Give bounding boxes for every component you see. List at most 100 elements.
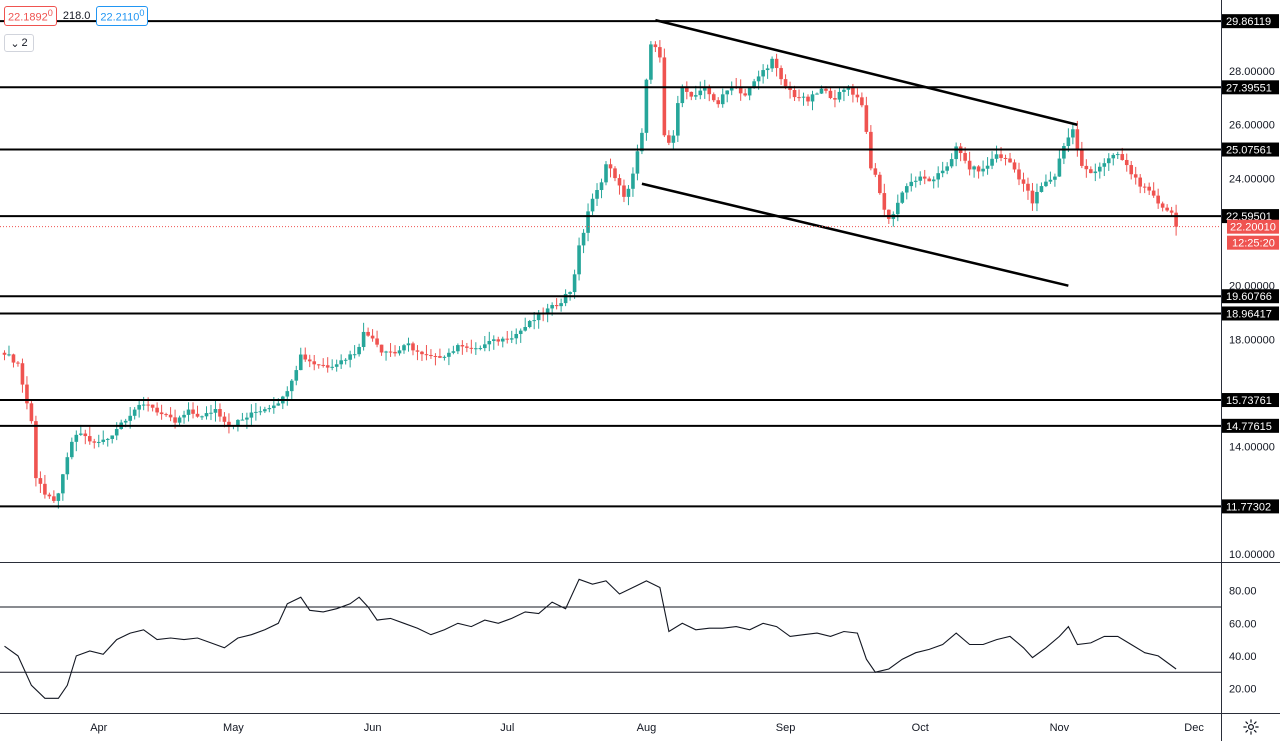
candle-up[interactable] [61, 474, 65, 494]
candle-up[interactable] [604, 164, 608, 183]
candle-down[interactable] [922, 176, 927, 179]
candle-down[interactable] [424, 354, 429, 356]
candle-up[interactable] [200, 416, 204, 418]
candle-down[interactable] [685, 87, 689, 92]
candle-down[interactable] [824, 88, 828, 91]
candle-up[interactable] [644, 79, 649, 133]
candle-down[interactable] [159, 412, 164, 415]
candle-down[interactable] [227, 421, 231, 427]
candle-up[interactable] [1062, 146, 1066, 159]
level-tag[interactable] [1222, 14, 1279, 29]
candle-up[interactable] [693, 95, 698, 97]
candle-down[interactable] [1169, 210, 1174, 213]
candle-down[interactable] [1151, 190, 1156, 196]
candle-up[interactable] [536, 313, 541, 321]
candle-up[interactable] [456, 345, 460, 352]
candle-up[interactable] [123, 420, 128, 423]
candle-up[interactable] [523, 327, 528, 331]
candle-up[interactable] [343, 359, 348, 361]
level-tag[interactable] [1222, 142, 1279, 157]
candle-up[interactable] [985, 165, 990, 169]
candle-up[interactable] [586, 211, 590, 233]
candle-down[interactable] [146, 404, 150, 406]
candle-up[interactable] [1053, 176, 1057, 180]
candle-down[interactable] [1026, 183, 1030, 191]
candle-up[interactable] [1115, 154, 1120, 156]
candle-down[interactable] [864, 105, 869, 132]
candle-up[interactable] [568, 292, 572, 294]
candle-up[interactable] [1039, 186, 1044, 192]
candle-down[interactable] [1021, 179, 1026, 184]
candle-down[interactable] [433, 356, 438, 358]
candle-up[interactable] [972, 166, 976, 170]
candle-up[interactable] [949, 159, 954, 167]
candle-up[interactable] [631, 173, 635, 189]
candle-up[interactable] [339, 360, 343, 365]
candle-up[interactable] [74, 434, 79, 442]
candle-down[interactable] [873, 168, 878, 175]
candle-down[interactable] [887, 209, 891, 219]
candle-down[interactable] [1147, 186, 1151, 191]
candle-up[interactable] [509, 338, 514, 340]
candle-up[interactable] [815, 93, 819, 95]
candle-down[interactable] [52, 496, 56, 501]
level-tag[interactable] [1222, 289, 1279, 304]
candle-up[interactable] [402, 345, 406, 351]
candle-up[interactable] [65, 457, 70, 475]
candle-up[interactable] [141, 404, 146, 406]
candle-up[interactable] [105, 438, 110, 440]
candle-up[interactable] [447, 352, 451, 357]
candle-down[interactable] [312, 361, 317, 365]
candle-down[interactable] [622, 185, 626, 197]
candle-down[interactable] [1003, 157, 1008, 159]
candle-down[interactable] [1030, 190, 1035, 204]
candle-up[interactable] [258, 411, 263, 413]
oscillator-pane[interactable] [0, 578, 1221, 699]
candle-up[interactable] [245, 417, 249, 420]
candle-up[interactable] [487, 340, 492, 345]
candle-down[interactable] [411, 343, 415, 351]
candle-up[interactable] [276, 403, 281, 406]
candle-down[interactable] [1133, 174, 1138, 178]
candle-up[interactable] [846, 87, 851, 90]
candle-up[interactable] [289, 380, 294, 392]
candle-up[interactable] [981, 168, 985, 172]
candle-up[interactable] [671, 135, 676, 143]
candle-down[interactable] [43, 483, 47, 495]
candle-up[interactable] [249, 412, 254, 418]
candle-up[interactable] [837, 91, 842, 100]
candle-down[interactable] [1017, 169, 1021, 180]
candle-up[interactable] [752, 81, 756, 88]
candle-down[interactable] [168, 414, 173, 418]
candle-up[interactable] [747, 87, 752, 96]
ask-price-box[interactable]: 22.21100 [96, 6, 149, 26]
candle-down[interactable] [496, 339, 501, 342]
candle-down[interactable] [379, 344, 384, 353]
candle-down[interactable] [1138, 177, 1142, 187]
candle-down[interactable] [173, 417, 177, 423]
candle-up[interactable] [940, 170, 945, 174]
candle-down[interactable] [976, 166, 981, 172]
candle-down[interactable] [689, 91, 694, 97]
candle-down[interactable] [554, 305, 559, 307]
candle-down[interactable] [415, 350, 420, 352]
candle-up[interactable] [994, 154, 999, 159]
level-tag[interactable] [1222, 306, 1279, 321]
candle-up[interactable] [702, 87, 707, 91]
candle-up[interactable] [545, 308, 550, 314]
candle-up[interactable] [361, 331, 366, 347]
candle-down[interactable] [155, 407, 159, 413]
trendline[interactable] [655, 18, 1078, 126]
candle-up[interactable] [765, 68, 770, 71]
candle-down[interactable] [303, 354, 308, 360]
candle-down[interactable] [828, 90, 833, 99]
candle-up[interactable] [842, 89, 846, 92]
candle-up[interactable] [384, 351, 388, 353]
candle-up[interactable] [1071, 129, 1075, 138]
candle-up[interactable] [500, 338, 505, 342]
level-tag[interactable] [1222, 80, 1279, 95]
candle-down[interactable] [150, 404, 155, 408]
candle-down[interactable] [833, 98, 837, 100]
candle-up[interactable] [70, 441, 74, 458]
candle-up[interactable] [406, 343, 411, 346]
